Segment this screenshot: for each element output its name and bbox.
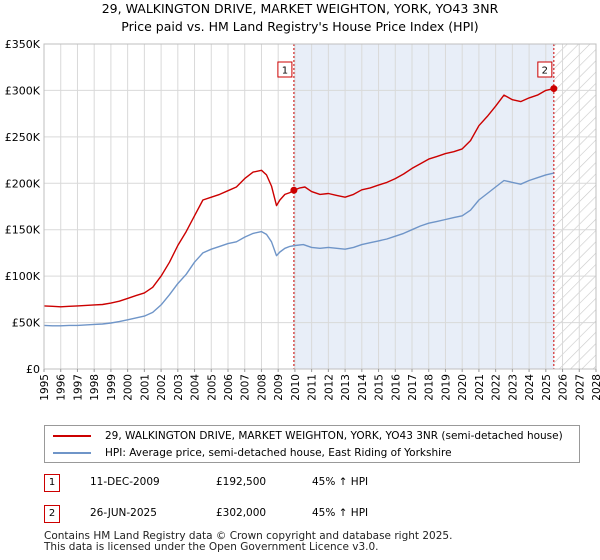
x-tick-label: 1998 — [89, 374, 101, 401]
y-tick-label: £250K — [5, 131, 41, 144]
y-tick-label: £350K — [5, 38, 41, 51]
x-tick-label: 2001 — [139, 374, 151, 401]
x-tick-label: 2011 — [307, 374, 319, 401]
legend-label-hpi: HPI: Average price, semi-detached house,… — [105, 447, 452, 459]
x-tick-label: 2027 — [574, 374, 586, 401]
x-tick-label: 1995 — [39, 374, 51, 401]
chart-subtitle: Price paid vs. HM Land Registry's House … — [121, 19, 479, 34]
y-tick-label: £200K — [5, 177, 41, 190]
x-tick-label: 2002 — [156, 374, 168, 401]
x-tick-label: 2009 — [273, 374, 285, 401]
x-tick-label: 2010 — [290, 374, 302, 401]
sale-hpi-change: 45% ↑ HPI — [312, 507, 369, 519]
sale-2-point — [550, 85, 558, 93]
x-tick-label: 2019 — [440, 374, 452, 401]
y-tick-label: £0 — [26, 363, 40, 376]
x-tick-label: 2025 — [541, 374, 553, 401]
x-tick-label: 2020 — [457, 374, 469, 401]
legend-label-property: 29, WALKINGTON DRIVE, MARKET WEIGHTON, Y… — [105, 430, 563, 442]
footer-copyright: Contains HM Land Registry data © Crown c… — [44, 530, 453, 542]
sale-price: £192,500 — [216, 476, 267, 488]
x-tick-label: 2000 — [123, 374, 135, 401]
sale-2-label: 2 — [542, 66, 548, 77]
x-tick-label: 1996 — [56, 374, 68, 401]
legend-item-property: 29, WALKINGTON DRIVE, MARKET WEIGHTON, Y… — [53, 428, 563, 444]
x-tick-label: 2013 — [340, 374, 352, 401]
y-tick-label: £300K — [5, 84, 41, 97]
legend-swatch-property — [53, 435, 91, 437]
x-tick-label: 2026 — [558, 374, 570, 401]
x-tick-label: 2006 — [223, 374, 235, 401]
future-hatch — [553, 44, 596, 369]
x-tick-label: 2022 — [491, 374, 503, 401]
x-tick-label: 1997 — [72, 374, 84, 401]
legend-item-hpi: HPI: Average price, semi-detached house,… — [53, 445, 452, 461]
sale-price: £302,000 — [216, 507, 267, 519]
x-tick-label: 2018 — [424, 374, 436, 401]
x-tick-label: 2008 — [256, 374, 268, 401]
x-tick-label: 2007 — [240, 374, 252, 401]
x-tick-label: 2014 — [357, 374, 369, 401]
x-tick-label: 2028 — [591, 374, 600, 401]
y-tick-label: £50K — [12, 317, 41, 330]
x-tick-label: 2017 — [407, 374, 419, 401]
footer: Contains HM Land Registry data © Crown c… — [44, 531, 452, 553]
x-tick-label: 2012 — [323, 374, 335, 401]
y-tick-label: £150K — [5, 224, 41, 237]
sale-date: 26-JUN-2025 — [90, 507, 157, 519]
y-tick-label: £100K — [5, 270, 41, 283]
sale-1-label-box — [277, 61, 293, 78]
chart-title: 29, WALKINGTON DRIVE, MARKET WEIGHTON, Y… — [101, 1, 499, 16]
price-chart: 1 2 £0 £50K £100K £150K £200K £250K £300K £350K 1… — [5, 38, 600, 401]
footer-licence: This data is licensed under the Open Gov… — [44, 541, 379, 553]
plot-frame — [43, 43, 597, 370]
x-tick-label: 2015 — [374, 374, 386, 401]
legend-swatch-hpi — [53, 452, 91, 454]
sale-number-badge: 2 — [44, 505, 60, 523]
x-tick-label: 2021 — [474, 374, 486, 401]
sale-1-label: 1 — [282, 66, 288, 77]
x-tick-label: 1999 — [106, 374, 118, 401]
sale-1-point — [290, 186, 298, 194]
x-tick-label: 2016 — [390, 374, 402, 401]
legend: 29, WALKINGTON DRIVE, MARKET WEIGHTON, Y… — [44, 425, 580, 463]
chart-title-block: 29, WALKINGTON DRIVE, MARKET WEIGHTON, Y… — [0, 0, 600, 36]
sale-number-badge: 1 — [44, 474, 60, 492]
sale-date: 11-DEC-2009 — [90, 476, 160, 488]
x-tick-label: 2024 — [524, 374, 536, 401]
x-tick-label: 2005 — [206, 374, 218, 401]
ownership-shade — [293, 44, 554, 369]
hpi-series-line — [43, 172, 554, 327]
x-tick-label: 2003 — [173, 374, 185, 401]
sale-hpi-change: 45% ↑ HPI — [312, 476, 369, 488]
sale-2-label-box — [537, 61, 553, 78]
x-tick-label: 2004 — [190, 374, 202, 401]
x-tick-label: 2023 — [507, 374, 519, 401]
